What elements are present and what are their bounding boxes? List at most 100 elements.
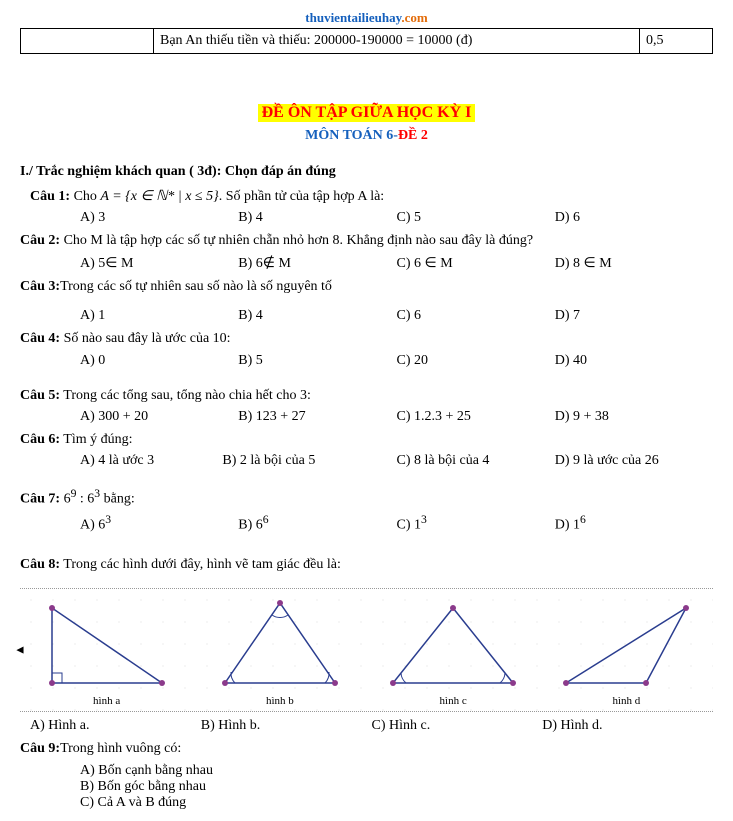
- q6-text: Tìm ý đúng:: [60, 432, 132, 447]
- top-table: Bạn An thiếu tiền và thiếu: 200000-19000…: [20, 28, 713, 54]
- q8-text: Trong các hình dưới đây, hình vẽ tam giá…: [60, 557, 341, 572]
- q2-opt-b: B) 6∉ M: [238, 255, 396, 272]
- q6-opt-a: A) 4 là ước 3: [80, 453, 222, 469]
- figure-a-label: hình a: [20, 695, 193, 707]
- q7-mid: : 6: [76, 492, 94, 507]
- q1-post: . Số phần tử của tập hợp A là:: [219, 189, 384, 204]
- question-4: Câu 4: Số nào sau đây là ước của 10:: [20, 328, 713, 350]
- q4-options: A) 0 B) 5 C) 20 D) 40: [80, 353, 713, 369]
- q3-opt-a: A) 1: [80, 308, 238, 324]
- q2-label: Câu 2:: [20, 233, 60, 248]
- q6-opt-c: C) 8 là bội của 4: [397, 453, 555, 469]
- q4-opt-a: A) 0: [80, 353, 238, 369]
- site-header: thuvientailieuhay.com: [20, 10, 713, 26]
- q5-opt-a: A) 300 + 20: [80, 409, 238, 425]
- q3-opt-b: B) 4: [238, 308, 396, 324]
- top-cell-c: 0,5: [640, 29, 713, 54]
- q5-options: A) 300 + 20 B) 123 + 27 C) 1.2.3 + 25 D)…: [80, 409, 713, 425]
- q6-opt-b: B) 2 là bội của 5: [222, 453, 396, 469]
- triangle-c-svg: [378, 593, 528, 693]
- q6-label: Câu 6:: [20, 432, 60, 447]
- q7-opt-c: C) 13: [397, 513, 555, 534]
- q8-opt-b: B) Hình b.: [201, 718, 372, 734]
- q1-opt-a: A) 3: [80, 210, 238, 226]
- question-5: Câu 5: Trong các tổng sau, tổng nào chia…: [20, 385, 713, 407]
- triangle-a-svg: [32, 593, 182, 693]
- q8-opt-d: D) Hình d.: [542, 718, 713, 734]
- q5-opt-b: B) 123 + 27: [238, 409, 396, 425]
- q8-opt-c: C) Hình c.: [372, 718, 543, 734]
- q9-text: Trong hình vuông có:: [60, 741, 181, 756]
- q9-opt-a: A) Bốn cạnh bằng nhau: [80, 763, 713, 779]
- q3-opt-c: C) 6: [397, 308, 555, 324]
- q7-post: bằng:: [100, 492, 135, 507]
- figure-c-label: hình c: [367, 695, 540, 707]
- q3-text: Trong các số tự nhiên sau số nào là số n…: [60, 279, 332, 294]
- q4-opt-c: C) 20: [397, 353, 555, 369]
- q7-opt-d: D) 16: [555, 513, 713, 534]
- q6-options: A) 4 là ước 3 B) 2 là bội của 5 C) 8 là …: [80, 453, 713, 469]
- q1-label: Câu 1:: [30, 189, 70, 204]
- triangle-d-svg: [551, 593, 701, 693]
- q1-opt-b: B) 4: [238, 210, 396, 226]
- top-cell-a: [21, 29, 154, 54]
- question-9: Câu 9:Trong hình vuông có:: [20, 738, 713, 760]
- top-cell-b: Bạn An thiếu tiền và thiếu: 200000-19000…: [154, 29, 640, 54]
- q6-opt-d: D) 9 là ước của 26: [555, 453, 713, 469]
- question-2: Câu 2: Cho M là tập hợp các số tự nhiên …: [20, 230, 713, 252]
- brand-blue: thuvientailieuhay: [305, 10, 401, 25]
- brand-orange: .com: [401, 10, 427, 25]
- q5-text: Trong các tổng sau, tổng nào chia hết ch…: [60, 388, 311, 403]
- q4-text: Số nào sau đây là ước của 10:: [60, 331, 231, 346]
- q1-pre: Cho: [70, 189, 100, 204]
- question-6: Câu 6: Tìm ý đúng:: [20, 429, 713, 451]
- q8-label: Câu 8:: [20, 557, 60, 572]
- q7-opt-b: B) 66: [238, 513, 396, 534]
- q5-opt-c: C) 1.2.3 + 25: [397, 409, 555, 425]
- q3-opt-d: D) 7: [555, 308, 713, 324]
- subtitle: MÔN TOÁN 6-ĐỀ 2: [20, 128, 713, 144]
- question-7: Câu 7: 69 : 63 bằng:: [20, 485, 713, 511]
- q1-opt-c: C) 5: [397, 210, 555, 226]
- triangle-b-svg: [205, 593, 355, 693]
- q4-label: Câu 4:: [20, 331, 60, 346]
- q5-label: Câu 5:: [20, 388, 60, 403]
- q1-options: A) 3 B) 4 C) 5 D) 6: [80, 210, 713, 226]
- q7-opt-a: A) 63: [80, 513, 238, 534]
- q2-options: A) 5∈ M B) 6∉ M C) 6 ∈ M D) 8 ∈ M: [80, 255, 713, 272]
- q3-label: Câu 3:: [20, 279, 60, 294]
- q5-opt-d: D) 9 + 38: [555, 409, 713, 425]
- q9-opt-c: C) Cả A và B đúng: [80, 795, 713, 811]
- q7-options: A) 63 B) 66 C) 13 D) 16: [80, 513, 713, 534]
- q3-options: A) 1 B) 4 C) 6 D) 7: [80, 308, 713, 324]
- q4-opt-b: B) 5: [238, 353, 396, 369]
- subtitle-blue: MÔN TOÁN 6-: [305, 128, 398, 143]
- figure-b-label: hình b: [193, 695, 366, 707]
- figure-c: hình c: [367, 593, 540, 707]
- figure-a: hình a: [20, 593, 193, 707]
- q4-opt-d: D) 40: [555, 353, 713, 369]
- q1-set: A = {x ∈ ℕ* | x ≤ 5}: [100, 189, 218, 204]
- q9-opt-b: B) Bốn góc bằng nhau: [80, 779, 713, 795]
- figure-b: hình b: [193, 593, 366, 707]
- question-3: Câu 3:Trong các số tự nhiên sau số nào l…: [20, 276, 713, 298]
- figure-d: hình d: [540, 593, 713, 707]
- q2-text: Cho M là tập hợp các số tự nhiên chẵn nh…: [60, 233, 533, 248]
- q2-opt-d: D) 8 ∈ M: [555, 255, 713, 272]
- q8-opt-a: A) Hình a.: [30, 718, 201, 734]
- title-block: ĐỀ ÔN TẬP GIỮA HỌC KỲ I MÔN TOÁN 6-ĐỀ 2: [20, 104, 713, 144]
- q9-label: Câu 9:: [20, 741, 60, 756]
- q8-options: A) Hình a. B) Hình b. C) Hình c. D) Hình…: [30, 718, 713, 734]
- title-main: ĐỀ ÔN TẬP GIỮA HỌC KỲ I: [258, 104, 476, 122]
- figure-row: ◄ hình a hình b: [20, 588, 713, 712]
- q7-pre: 6: [60, 492, 71, 507]
- question-8: Câu 8: Trong các hình dưới đây, hình vẽ …: [20, 554, 713, 576]
- q2-opt-a: A) 5∈ M: [80, 255, 238, 272]
- q1-opt-d: D) 6: [555, 210, 713, 226]
- subtitle-red: ĐỀ 2: [398, 128, 428, 143]
- question-1: Câu 1: Cho A = {x ∈ ℕ* | x ≤ 5}. Số phần…: [30, 186, 713, 208]
- q7-label: Câu 7:: [20, 492, 60, 507]
- q2-opt-c: C) 6 ∈ M: [397, 255, 555, 272]
- figure-d-label: hình d: [540, 695, 713, 707]
- section-1-head: I./ Trắc nghiệm khách quan ( 3đ): Chọn đ…: [20, 164, 713, 180]
